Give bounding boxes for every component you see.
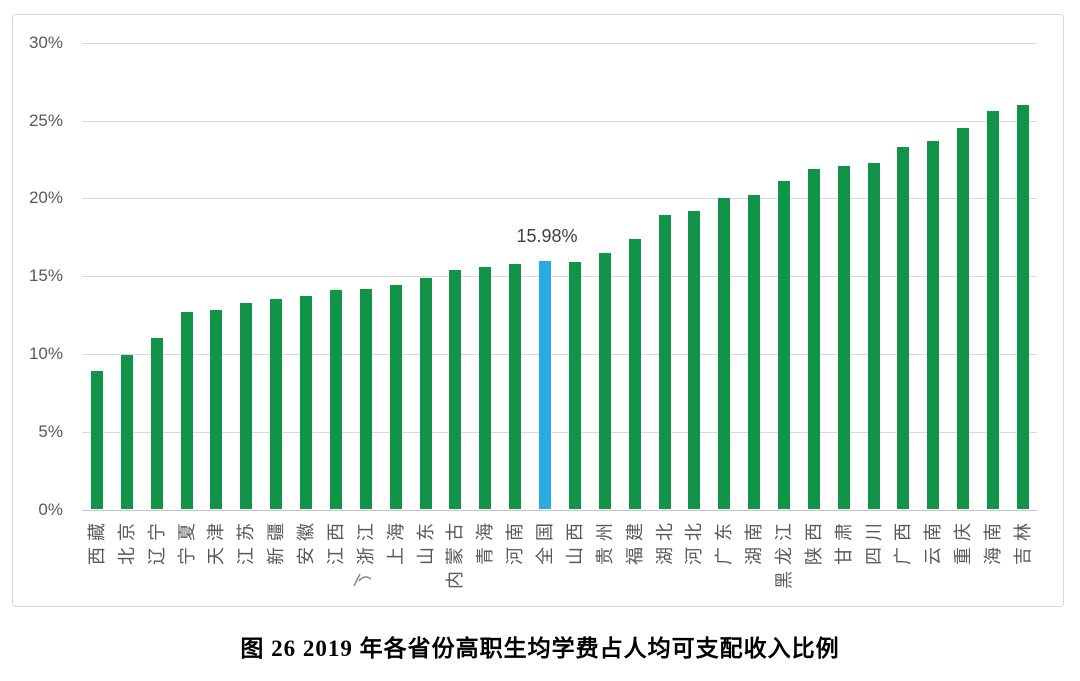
bar: [688, 210, 701, 510]
bar: [598, 252, 611, 510]
x-tick-label: 贵州: [594, 517, 615, 565]
cursor-artifact-icon: [353, 573, 372, 587]
bar: [210, 310, 223, 510]
bar: [150, 338, 163, 510]
x-tick-label: 黑龙江: [774, 517, 794, 589]
gridline: [82, 198, 1037, 200]
bar: [867, 162, 880, 510]
y-tick-label: 10%: [28, 343, 63, 363]
bar: [748, 195, 761, 510]
bar: [449, 269, 462, 510]
y-tick-label: 20%: [28, 188, 63, 208]
x-tick-label: 广东: [714, 517, 735, 565]
x-tick-label: 天津: [206, 517, 227, 565]
x-tick-label: 内蒙古: [445, 517, 466, 589]
bar: [389, 285, 402, 510]
bar: [479, 266, 492, 510]
x-axis-line: [82, 509, 1037, 511]
bar-national-highlighted: [539, 260, 552, 510]
bar: [240, 302, 253, 510]
gridline: [82, 276, 1037, 278]
bar: [897, 147, 910, 510]
bar: [270, 299, 283, 510]
bar: [987, 111, 1000, 510]
bar: [807, 168, 820, 510]
x-tick-label: 安徽: [296, 517, 317, 565]
bar: [300, 296, 313, 510]
bar: [419, 277, 432, 510]
bar: [837, 165, 850, 510]
bar: [568, 262, 581, 510]
bar: [91, 371, 103, 510]
bar: [509, 263, 522, 510]
x-tick-label: 福建: [624, 517, 645, 565]
gridline: [82, 353, 1037, 355]
x-tick-label: 宁夏: [176, 517, 197, 565]
gridline: [82, 120, 1037, 122]
y-tick-label: 25%: [28, 110, 63, 130]
x-tick-label: 河南: [505, 517, 526, 565]
x-tick-label: 云南: [923, 517, 944, 565]
x-tick-label: 湖南: [744, 517, 765, 565]
x-tick-label: 海南: [983, 517, 1004, 565]
x-tick-label: 河北: [684, 517, 705, 565]
x-tick-label: 上海: [385, 517, 406, 565]
x-tick-label: 全国: [535, 517, 556, 565]
y-tick-label: 0%: [38, 499, 63, 519]
x-tick-label: 西藏: [87, 517, 107, 565]
x-tick-label: 湖北: [654, 517, 675, 565]
x-tick-label: 浙江: [355, 517, 376, 565]
x-tick-label: 广西: [893, 517, 914, 565]
bar: [180, 311, 193, 510]
bar: [1016, 105, 1029, 510]
figure-caption: 图 26 2019 年各省份高职生均学费占人均可支配收入比例: [240, 636, 840, 661]
x-tick-label: 四川: [863, 517, 884, 565]
bar: [359, 288, 372, 510]
bar: [329, 290, 342, 510]
x-tick-label: 山东: [415, 517, 436, 565]
y-tick-label: 5%: [38, 421, 63, 441]
gridline: [82, 42, 1037, 44]
bar: [957, 128, 970, 510]
bar: [120, 355, 133, 510]
y-tick-label: 15%: [28, 266, 63, 286]
x-tick-label: 甘肃: [833, 517, 854, 565]
bar: [628, 238, 641, 510]
x-tick-label: 山西: [564, 517, 585, 565]
bar: [778, 181, 790, 510]
x-tick-label: 辽宁: [146, 517, 167, 565]
bar: [927, 140, 940, 510]
bar: [718, 198, 731, 510]
x-tick-label: 北京: [116, 517, 137, 565]
x-tick-label: 青海: [475, 517, 496, 565]
gridline: [82, 431, 1037, 433]
x-tick-label: 重庆: [953, 517, 974, 565]
x-tick-label: 江苏: [236, 517, 257, 565]
x-tick-label: 新疆: [266, 517, 287, 565]
bar: [658, 215, 671, 510]
y-tick-label: 30%: [28, 32, 63, 52]
x-tick-label: 吉林: [1012, 517, 1033, 565]
x-tick-label: 江西: [325, 517, 346, 565]
x-tick-label: 陕西: [803, 517, 824, 565]
data-label-national: 15.98%: [516, 226, 578, 246]
